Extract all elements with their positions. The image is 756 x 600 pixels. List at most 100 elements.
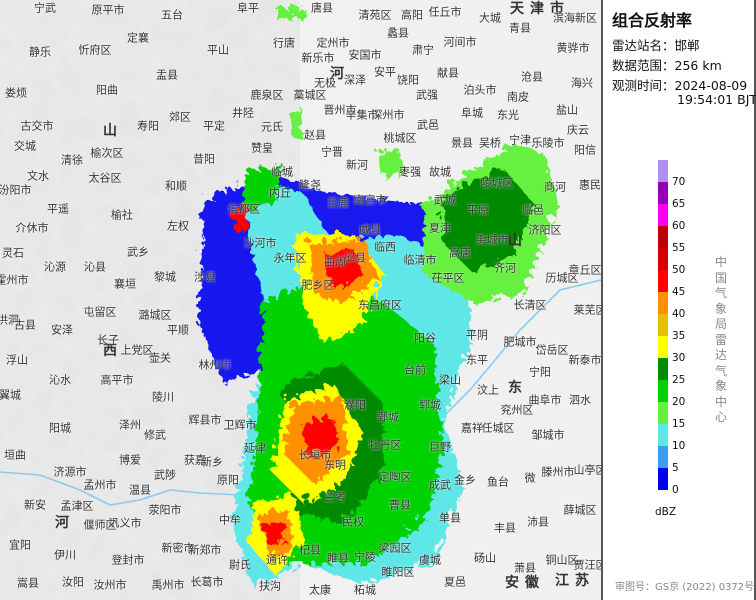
radar-echoes	[195, 5, 555, 585]
place-label: 武乡	[127, 245, 149, 259]
radar-map[interactable]: 山西河河山东天津市 安徽 江苏 宁武 原平市 五台 阜平 静乐 忻府区 定襄 平山 行唐 盂县 娄烦 阳曲井…	[0, 0, 601, 600]
place-label: 沁县	[84, 260, 106, 274]
place-label: 翼城	[0, 388, 21, 402]
place-label: 盂县	[156, 68, 178, 82]
place-label: 乐陵市	[531, 136, 565, 150]
place-label: 屯留区	[83, 305, 117, 319]
place-label: 梁山	[439, 373, 461, 387]
place-label: 高平市	[100, 373, 134, 387]
place-label: 涉县	[194, 270, 216, 284]
place-label: 宜阳	[9, 538, 31, 552]
place-label: 汝阳	[62, 575, 84, 589]
place-label: 平定	[203, 119, 225, 133]
legend-swatch	[658, 424, 668, 446]
place-label: 宁武	[34, 1, 56, 15]
legend-swatch	[658, 226, 668, 248]
info-panel: 组合反射率 雷达站名：邯郸 数据范围：256 km 观测时间：2024-08-0…	[601, 0, 756, 600]
place-label: 郓城	[419, 398, 441, 412]
place-label: 元氏	[261, 120, 283, 134]
place-label: 济阳区	[528, 223, 562, 237]
place-label: 深州市	[371, 108, 405, 122]
legend-tick-label: 0	[672, 484, 679, 496]
place-label: 济源市	[53, 465, 87, 479]
place-label: 睢阳区	[381, 565, 415, 579]
place-label: 隆尧	[299, 178, 321, 192]
place-label: 高阳	[401, 8, 423, 22]
place-label: 垣曲	[4, 448, 26, 462]
legend-tick-label: 50	[672, 264, 686, 276]
place-label: 清苑区	[358, 8, 392, 22]
place-label: 孟州市	[83, 478, 117, 492]
place-label: 高唐	[449, 246, 471, 260]
place-label: 南宫市	[353, 193, 387, 207]
range-row: 数据范围：256 km	[612, 55, 722, 74]
legend-swatch	[658, 292, 668, 314]
place-label: 成武	[429, 478, 451, 492]
place-label: 临城	[271, 165, 293, 179]
place-label: 肥乡区	[301, 278, 335, 292]
place-label: 枣强	[399, 165, 421, 179]
place-label: 巨野	[429, 440, 451, 454]
place-label: 泊头市	[463, 83, 497, 97]
place-label: 博爱	[119, 453, 141, 467]
place-label: 和顺	[165, 179, 187, 193]
legend-tick-label: 15	[672, 418, 686, 430]
place-label: 台前	[404, 363, 426, 377]
place-label: 滨海新区	[553, 11, 597, 25]
place-label: 兖州区	[500, 403, 534, 417]
place-label: 曲阜市	[528, 393, 562, 407]
place-label: 沧县	[521, 70, 543, 84]
place-label: 沁源	[44, 260, 66, 274]
place-label: 临西	[374, 240, 396, 254]
place-label: 定襄	[127, 31, 149, 45]
place-label: 襄垣	[114, 277, 136, 291]
place-label: 古县	[14, 318, 36, 332]
legend-swatch	[658, 270, 668, 292]
legend-unit: dBZ	[655, 506, 677, 518]
place-label: 任城区	[481, 421, 515, 435]
place-label: 原平市	[91, 3, 125, 17]
place-label: 新乐市	[301, 51, 335, 65]
place-label: 睢县	[327, 551, 349, 565]
place-label: 温县	[129, 483, 151, 497]
legend-swatch	[658, 468, 668, 490]
place-label: 单县	[439, 511, 461, 525]
place-label: 东光	[497, 108, 519, 122]
legend-swatch	[658, 358, 668, 380]
place-label: 娄烦	[5, 86, 27, 100]
place-label: 沙河市	[243, 236, 277, 250]
place-label: 阜城	[461, 106, 483, 120]
place-label: 左权	[167, 219, 189, 233]
place-label: 巩义市	[108, 516, 142, 530]
place-label: 庆云	[567, 123, 589, 137]
place-label: 肃宁	[412, 43, 434, 57]
place-label: 阳信	[574, 143, 596, 157]
place-label: 河间市	[443, 35, 477, 49]
station-row: 雷达站名：邯郸	[612, 35, 700, 54]
place-label: 辉县市	[188, 413, 222, 427]
place-label: 长葛市	[190, 575, 224, 589]
place-label: 景县	[451, 136, 473, 150]
time-label: 观测时间：	[612, 78, 675, 93]
place-label: 原阳	[217, 473, 239, 487]
legend-tick-label: 30	[672, 352, 686, 364]
place-label: 洪洞	[0, 313, 19, 327]
place-label: 青县	[509, 21, 531, 35]
place-label: 新密市	[161, 541, 195, 555]
place-label: 登封市	[111, 553, 145, 567]
place-label: 桃城区	[383, 131, 417, 145]
place-label: 临清市	[403, 253, 437, 267]
place-label: 内丘	[269, 186, 291, 200]
place-label: 武城	[434, 193, 456, 207]
place-label: 莱芜区	[573, 303, 602, 317]
place-label: 萧县	[514, 561, 536, 575]
place-label: 阜平	[237, 1, 259, 15]
place-label: 平遥	[47, 202, 69, 216]
legend-tick-label: 25	[672, 374, 686, 386]
place-label: 井陉	[232, 106, 254, 120]
place-label: 通许	[266, 553, 288, 567]
place-label: 陵城区	[480, 176, 514, 190]
place-label: 滕州市	[541, 465, 575, 479]
time-value: 19:54:01 BJT	[677, 92, 756, 107]
place-label: 长子	[97, 333, 119, 347]
